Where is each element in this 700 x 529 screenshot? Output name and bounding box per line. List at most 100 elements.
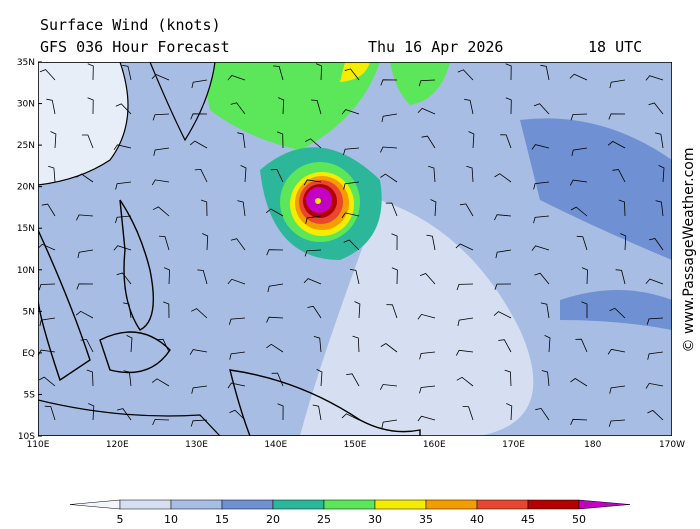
lat-label: 35N: [17, 58, 35, 68]
wind-barb: [197, 269, 208, 285]
wind-barb: [237, 200, 246, 217]
wind-barb: [311, 99, 322, 115]
colorbar-swatch: [323, 499, 376, 510]
wind-barb: [615, 269, 626, 285]
wind-barb: [122, 65, 132, 81]
wind-barb: [304, 249, 322, 257]
wind-barb: [191, 79, 208, 89]
wind-barb: [113, 245, 132, 251]
wind-barb: [158, 235, 170, 251]
wind-barb: [87, 97, 94, 115]
wind-barb: [305, 138, 322, 149]
wind-barb: [354, 301, 361, 319]
wind-barb: [153, 147, 170, 156]
wind-barb: [620, 233, 627, 251]
wind-barb: [240, 165, 247, 183]
wind-barb: [305, 215, 322, 224]
wind-barb: [266, 343, 284, 353]
wind-barb: [498, 339, 512, 353]
wind-barb: [380, 146, 398, 153]
lon-label: 180: [584, 440, 601, 450]
lat-label: EQ: [22, 349, 35, 359]
lon-label: 160E: [423, 440, 446, 450]
wind-barb: [76, 283, 94, 290]
lon-label: 140E: [264, 440, 287, 450]
wind-barb: [379, 384, 398, 390]
map-field: [38, 62, 672, 436]
watermark: © www.PassageWeather.com: [681, 147, 697, 352]
wind-barb: [123, 302, 132, 319]
wind-barb: [645, 75, 664, 81]
wind-barb: [343, 239, 360, 251]
colorbar-label: 35: [419, 513, 433, 525]
wind-barb: [151, 179, 170, 186]
lat-label: 5S: [24, 390, 36, 400]
wind-barb: [570, 418, 588, 425]
wind-barb: [191, 385, 208, 394]
wind-barb: [75, 310, 94, 319]
wind-barb: [265, 208, 284, 217]
wind-barb: [87, 63, 94, 81]
wind-barb: [494, 214, 512, 221]
wind-barb: [505, 63, 512, 81]
wind-barb: [152, 378, 170, 387]
wind-barb: [346, 373, 360, 387]
wind-barb: [417, 415, 436, 422]
wind-barb: [612, 169, 626, 183]
wind-barb: [227, 75, 246, 81]
wind-barb: [41, 203, 56, 217]
wind-barb: [229, 409, 246, 421]
wind-barb: [541, 370, 550, 387]
wind-barb: [229, 351, 246, 360]
colorbar-label: 5: [117, 513, 124, 525]
wind-barb: [419, 351, 436, 360]
wind-barb: [76, 173, 94, 183]
wind-barb: [570, 113, 588, 121]
wind-barb: [531, 245, 550, 251]
wind-barb: [313, 336, 322, 353]
wind-barb: [81, 134, 94, 149]
forecast-time: 18 UTC: [588, 38, 642, 56]
wind-barb: [315, 63, 323, 81]
wind-barb: [505, 97, 512, 115]
lat-label: 15N: [17, 224, 35, 234]
wind-barb: [38, 243, 56, 251]
wind-barb: [48, 165, 56, 183]
colorbar-label: 50: [572, 513, 586, 525]
wind-barb: [276, 131, 284, 149]
wind-barb: [493, 311, 512, 319]
wind-barb: [278, 97, 285, 115]
wind-barb: [126, 335, 133, 353]
map-title: Surface Wind (knots): [40, 16, 221, 34]
wind-barb: [312, 404, 322, 421]
wind-barb: [533, 181, 550, 190]
wind-barb: [163, 267, 171, 285]
wind-barb: [227, 278, 246, 285]
wind-barb: [277, 403, 284, 421]
colorbar-label: 45: [521, 513, 535, 525]
wind-barb: [570, 206, 588, 217]
wind-barb: [456, 376, 474, 387]
wind-barb: [607, 140, 626, 149]
wind-barb: [646, 317, 664, 325]
wind-barb: [380, 173, 398, 183]
wind-barb: [421, 135, 436, 149]
wind-barb: [266, 249, 284, 256]
wind-barb: [227, 382, 246, 389]
wind-barb: [266, 316, 284, 323]
wind-barb: [569, 179, 588, 186]
colorbar-swatch: [170, 499, 223, 510]
colorbar-label: 15: [215, 513, 229, 525]
wind-barb: [39, 69, 56, 81]
wind-barb: [385, 202, 398, 217]
wind-barb: [380, 343, 398, 353]
wind-barb: [381, 113, 398, 123]
wind-barb: [576, 235, 588, 251]
wind-barb: [230, 102, 246, 115]
wind-barb: [316, 369, 323, 387]
wind-barb: [50, 131, 57, 149]
wind-barb: [570, 378, 588, 387]
colorbar-swatch: [272, 499, 325, 510]
wind-barb: [190, 113, 208, 120]
